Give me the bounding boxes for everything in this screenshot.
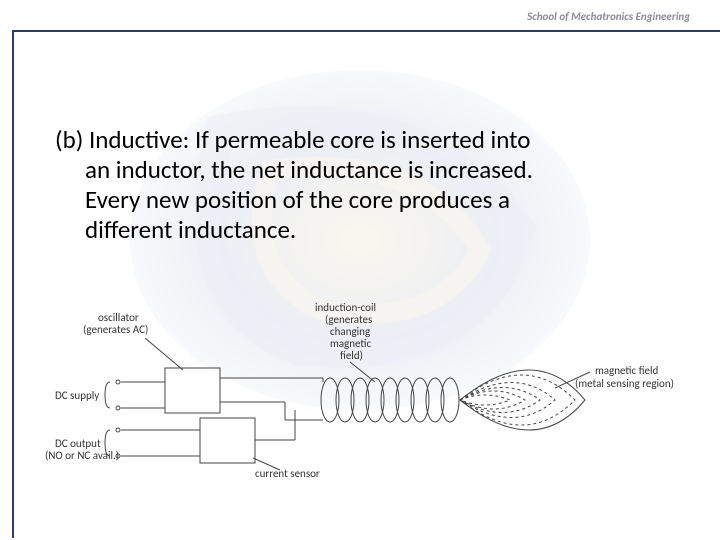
label-current-sensor: current sensor: [255, 468, 320, 480]
label-oscillator-2: (generates AC): [83, 324, 148, 336]
inductive-sensor-diagram: oscillator (generates AC) induction-coil…: [55, 310, 675, 490]
body-line-2: an inductor, the net inductance is incre…: [55, 155, 645, 185]
label-dcoutput-2: (NO or NC avail.): [45, 450, 119, 462]
body-line-3: Every new position of the core produces …: [55, 185, 645, 215]
header-rule: [12, 30, 720, 32]
body-paragraph: (b) Inductive: If permeable core is inse…: [55, 125, 645, 245]
label-dcsupply: DC supply: [55, 390, 99, 402]
side-rule: [12, 30, 14, 538]
label-induction-5: field): [340, 350, 363, 362]
label-magfield-1: magnetic field: [595, 365, 658, 377]
body-line-4: different inductance.: [55, 215, 645, 245]
label-magfield-2: (metal sensing region): [575, 378, 674, 390]
body-line-1: (b) Inductive: If permeable core is inse…: [55, 124, 530, 155]
header-school-name: School of Mechatronics Engineering: [527, 10, 690, 23]
